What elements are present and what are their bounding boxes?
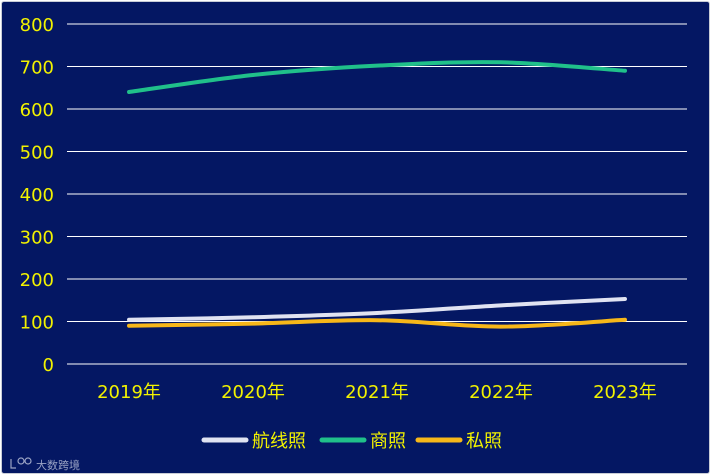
watermark: 大数跨境 bbox=[10, 457, 80, 472]
y-tick-label: 200 bbox=[20, 270, 54, 291]
y-tick-label: 600 bbox=[20, 100, 54, 121]
y-tick-label: 700 bbox=[20, 58, 54, 79]
y-tick-label: 0 bbox=[43, 355, 54, 376]
brand-logo-icon bbox=[10, 457, 32, 469]
x-tick-label: 2020年 bbox=[221, 382, 285, 403]
y-axis-ticks: 0 100 200 300 400 500 600 700 800 bbox=[20, 15, 54, 376]
x-tick-label: 2021年 bbox=[345, 382, 409, 403]
gridlines bbox=[67, 23, 687, 365]
legend-label: 商照 bbox=[370, 431, 406, 452]
y-tick-label: 300 bbox=[20, 228, 54, 249]
watermark-text: 大数跨境 bbox=[36, 458, 80, 472]
series-line-1 bbox=[127, 60, 627, 94]
legend: 航线照 商照 私照 bbox=[201, 431, 502, 452]
series-line-0 bbox=[127, 296, 627, 322]
legend-label: 私照 bbox=[466, 431, 502, 452]
x-tick-label: 2019年 bbox=[97, 382, 161, 403]
y-tick-label: 800 bbox=[20, 15, 54, 36]
y-tick-label: 500 bbox=[20, 143, 54, 164]
x-tick-label: 2023年 bbox=[593, 382, 657, 403]
series-lines bbox=[127, 60, 627, 329]
series-line-2 bbox=[127, 317, 627, 329]
y-tick-label: 100 bbox=[20, 313, 54, 334]
y-tick-label: 400 bbox=[20, 185, 54, 206]
legend-label: 航线照 bbox=[252, 431, 306, 452]
x-tick-label: 2022年 bbox=[469, 382, 533, 403]
x-axis-ticks: 2019年 2020年 2021年 2022年 2023年 bbox=[97, 382, 657, 403]
